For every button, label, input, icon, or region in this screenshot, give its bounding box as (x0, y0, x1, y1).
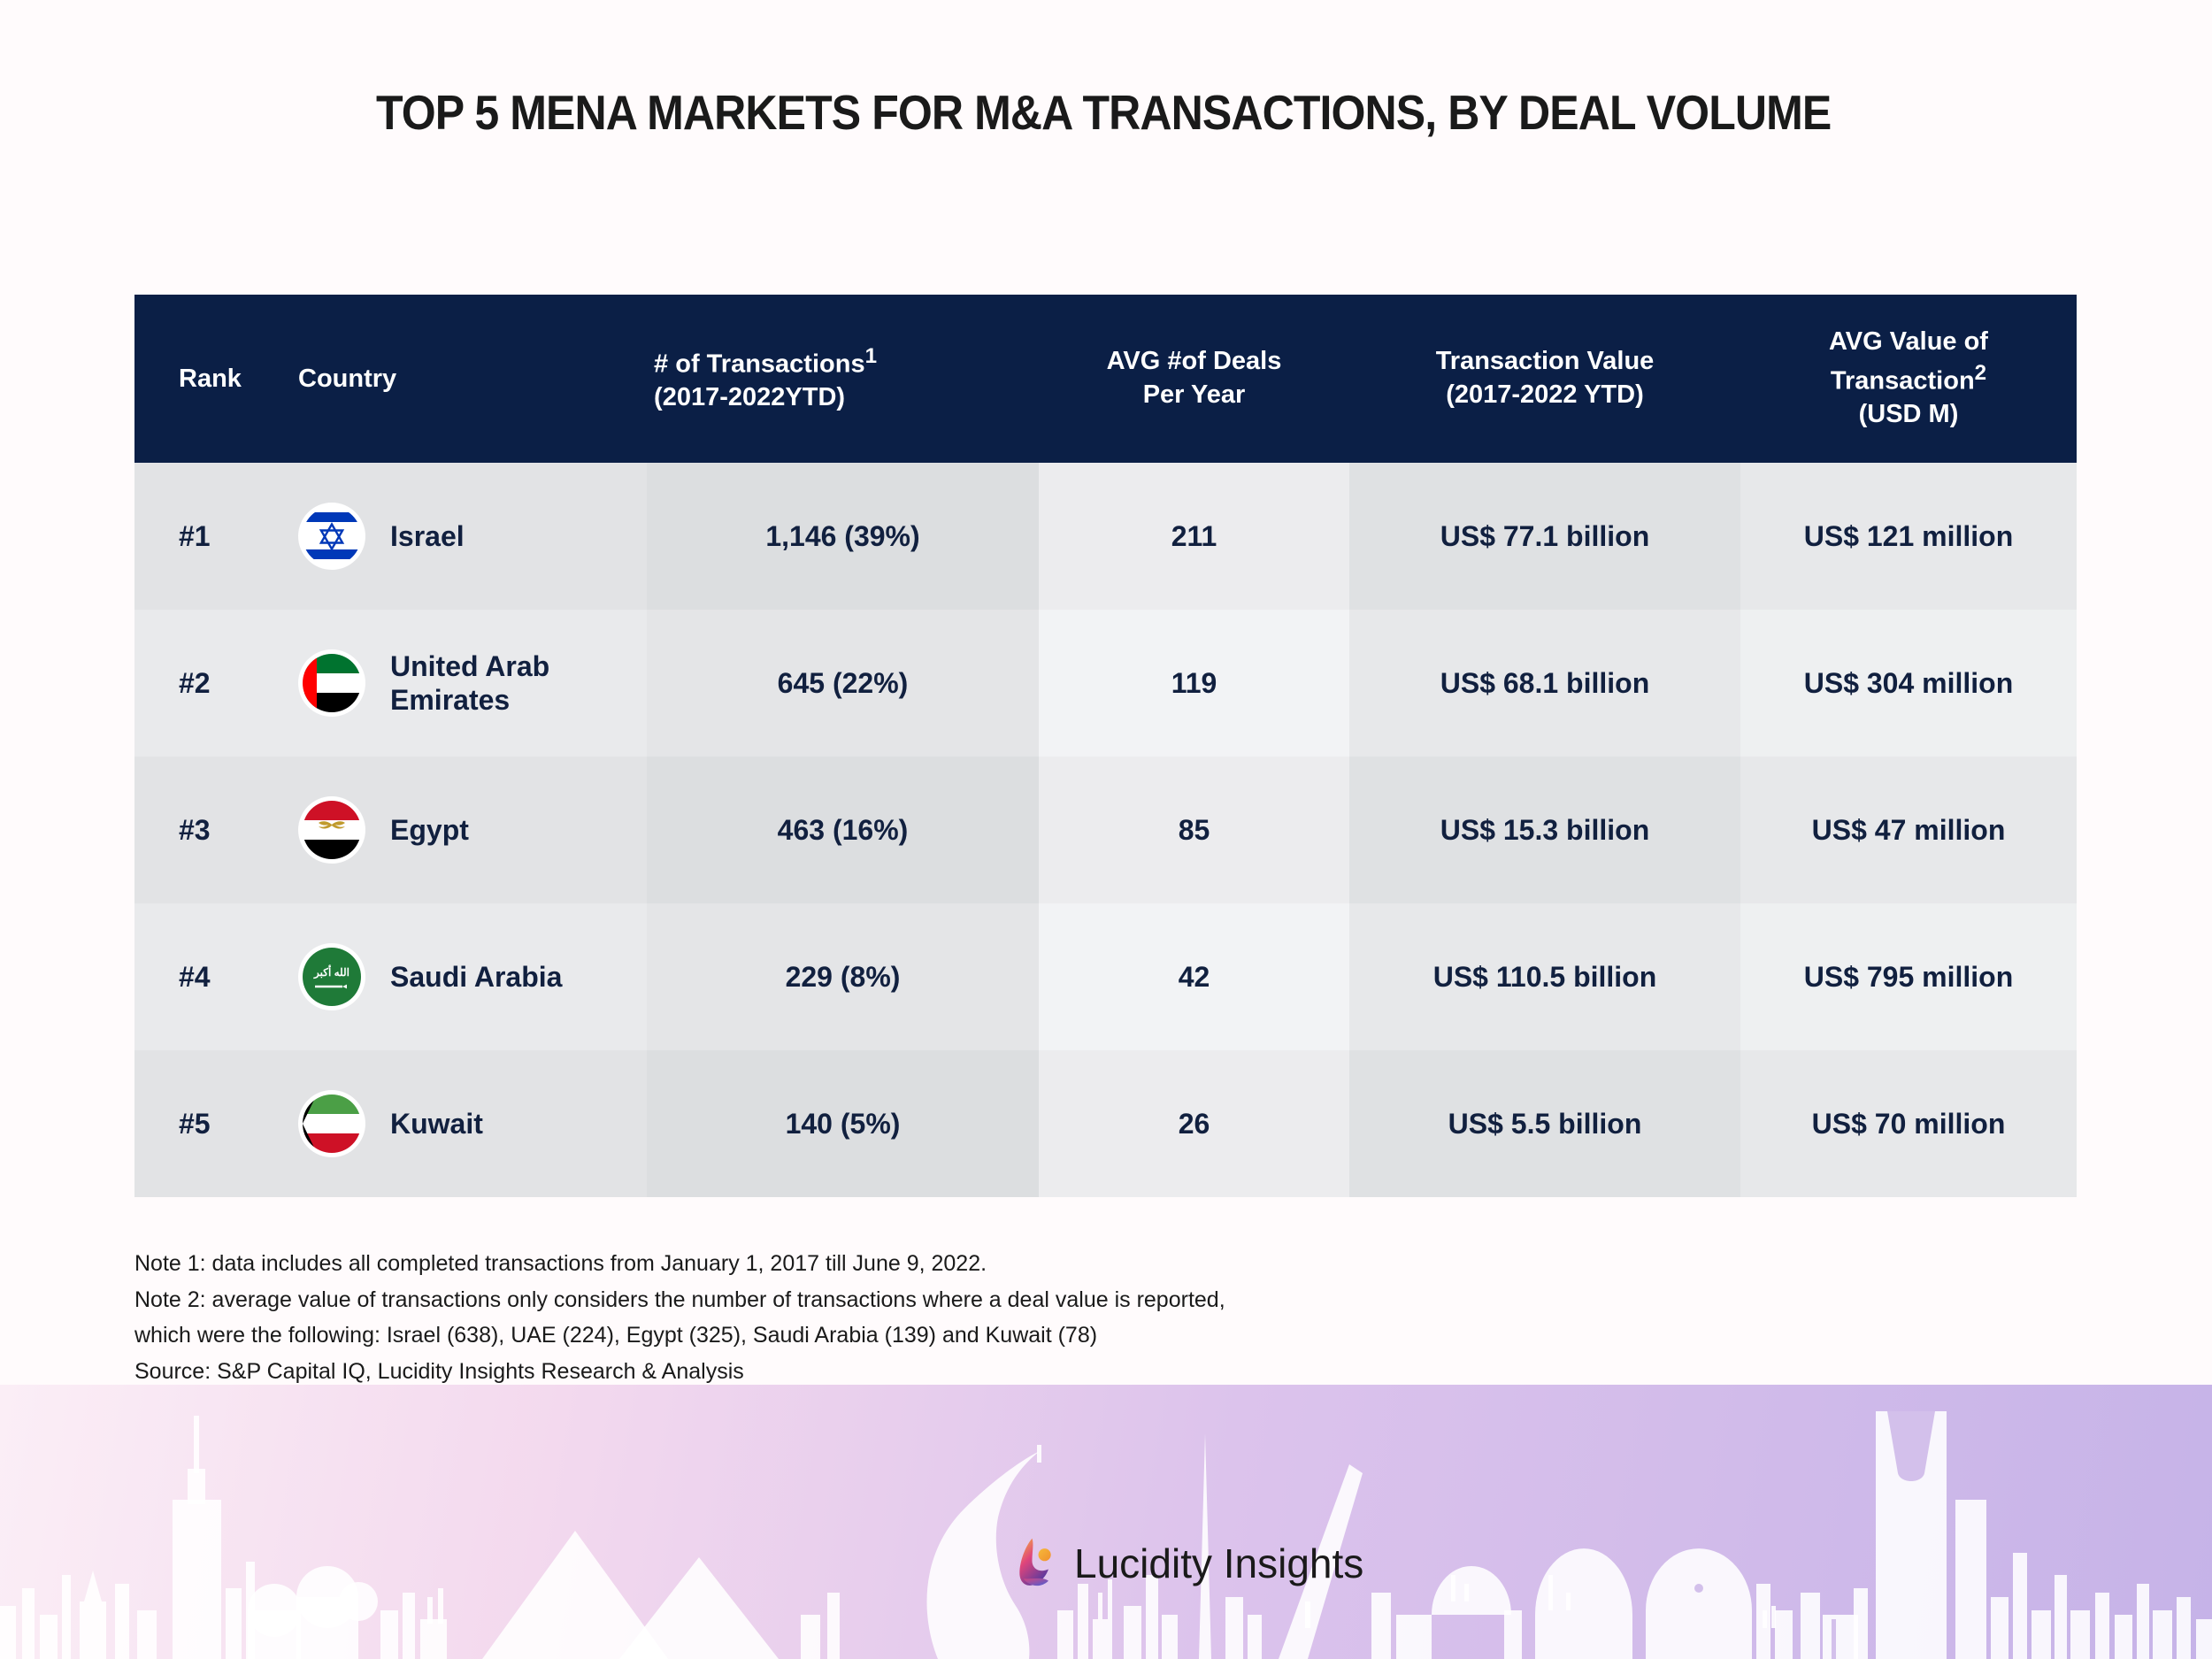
svg-text:الله أكبر: الله أكبر (313, 965, 349, 979)
